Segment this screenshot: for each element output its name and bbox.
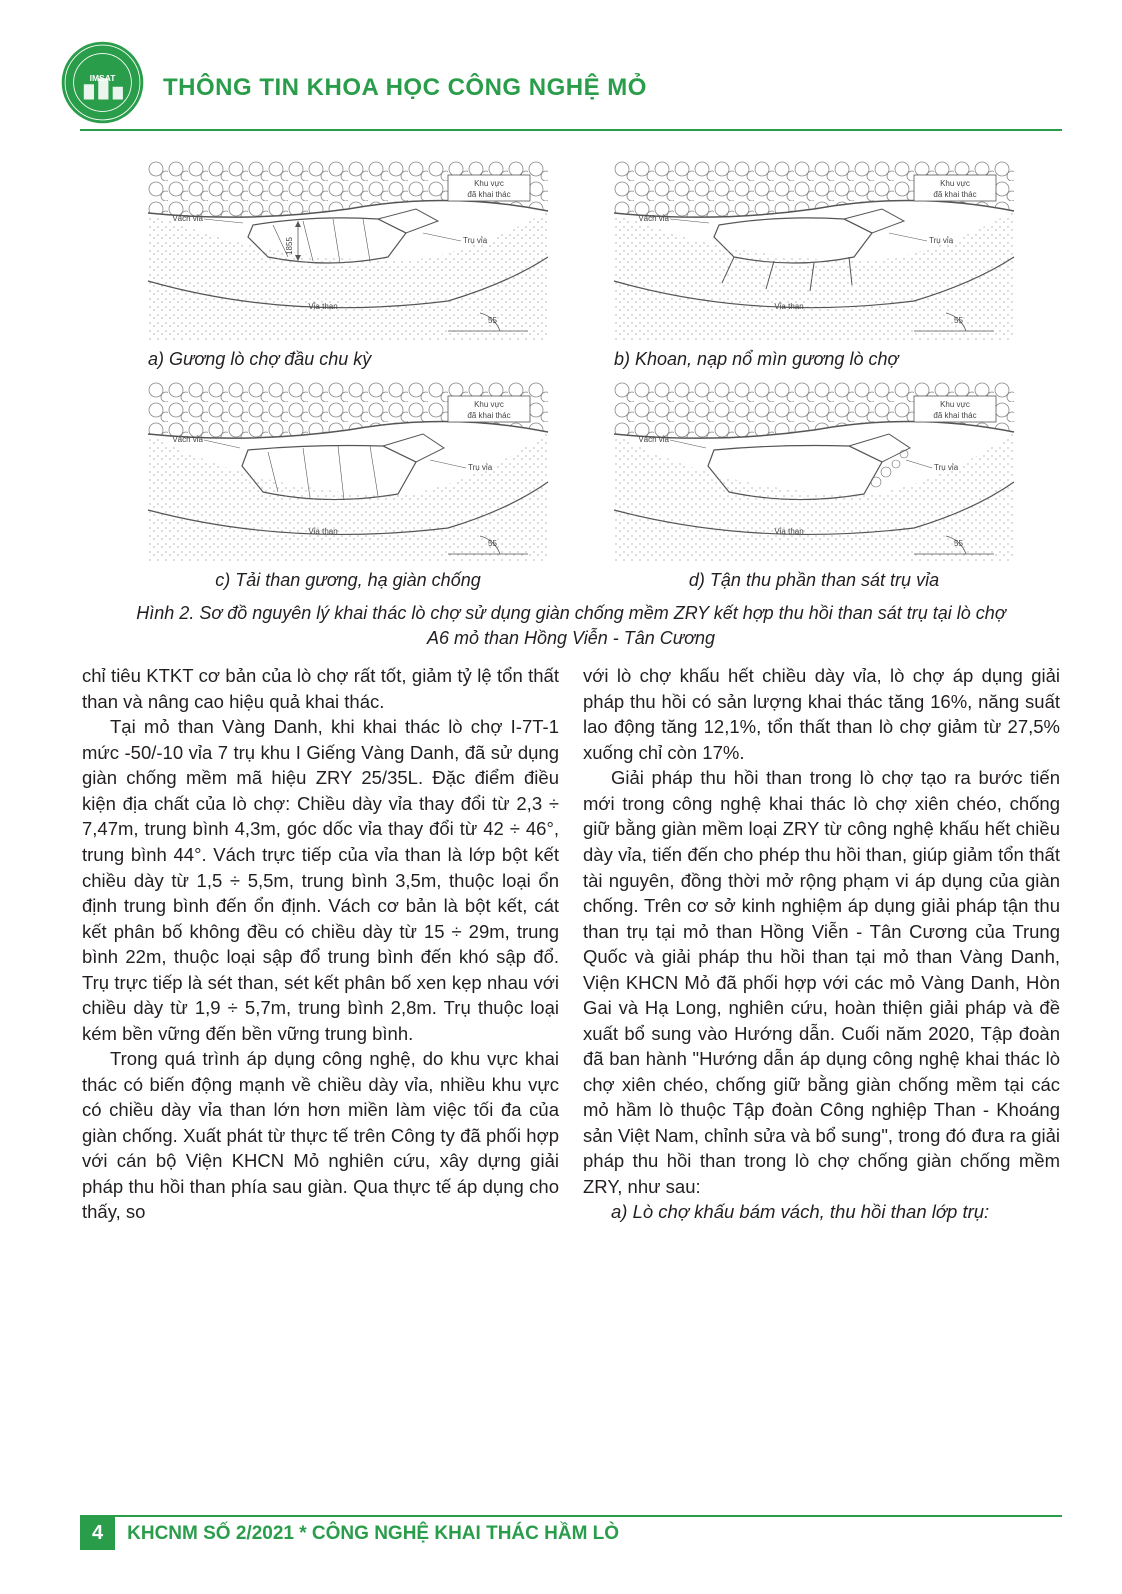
svg-text:55: 55 [488,316,497,325]
figure-grid: Khu vực đã khai thác 1855 [130,161,1032,591]
svg-text:55: 55 [488,539,497,548]
page-header: IMSAT THÔNG TIN KHOA HỌC CÔNG NGHỆ MỎ [80,50,1062,131]
svg-text:Trụ vỉa: Trụ vỉa [463,236,488,245]
body-p1: chỉ tiêu KTKT cơ bản của lò chợ rất tốt,… [82,663,559,714]
svg-text:đã khai thác: đã khai thác [933,190,976,199]
diagram-c: Khu vực đã khai thác Vách vỉa Trụ vỉa V [130,382,566,562]
body-text: chỉ tiêu KTKT cơ bản của lò chợ rất tốt,… [82,663,1060,1224]
page-footer: 4 KHCNM SỐ 2/2021 * CÔNG NGHỆ KHAI THÁC … [80,1515,1062,1550]
svg-text:Vách vỉa: Vách vỉa [172,435,203,444]
svg-text:Vỉa than: Vỉa than [308,302,337,311]
svg-text:Vách vỉa: Vách vỉa [172,214,203,223]
brand-logo: IMSAT [60,40,145,125]
diagram-d: Khu vực đã khai thác Vách vỉa Trụ vỉa V [596,382,1032,562]
svg-text:Vỉa than: Vỉa than [774,302,803,311]
diagram-b: Khu vực đã khai thác Vách vỉa Trụ vỉa V [596,161,1032,341]
svg-text:Vỉa than: Vỉa than [774,527,803,536]
figure-main-caption: Hình 2. Sơ đồ nguyên lý khai thác lò chợ… [130,601,1012,651]
diagram-a: Khu vực đã khai thác 1855 [130,161,566,341]
header-title: THÔNG TIN KHOA HỌC CÔNG NGHỆ MỎ [163,74,647,102]
svg-text:55: 55 [954,539,963,548]
svg-text:Trụ vỉa: Trụ vỉa [929,236,954,245]
figure-cell-a: Khu vực đã khai thác 1855 [130,161,566,370]
figure-cell-d: Khu vực đã khai thác Vách vỉa Trụ vỉa V [596,382,1032,591]
caption-c: c) Tải than gương, hạ giàn chống [130,570,566,591]
svg-text:Khu vực: Khu vực [940,400,970,409]
svg-text:đã khai thác: đã khai thác [467,411,510,420]
body-p4: với lò chợ khấu hết chiều dày vỉa, lò ch… [583,663,1060,765]
svg-text:Khu vực: Khu vực [474,179,504,188]
footer-text: KHCNM SỐ 2/2021 * CÔNG NGHỆ KHAI THÁC HẦ… [127,1523,619,1545]
svg-text:đã khai thác: đã khai thác [933,411,976,420]
caption-b: b) Khoan, nạp nổ mìn gương lò chợ [596,349,1032,370]
svg-text:55: 55 [954,316,963,325]
svg-text:Khu vực: Khu vực [474,400,504,409]
figure-cell-c: Khu vực đã khai thác Vách vỉa Trụ vỉa V [130,382,566,591]
body-p2: Tại mỏ than Vàng Danh, khi khai thác lò … [82,714,559,1046]
figure-cell-b: Khu vực đã khai thác Vách vỉa Trụ vỉa V [596,161,1032,370]
caption-a: a) Gương lò chợ đầu chu kỳ [130,349,566,370]
body-p5: Giải pháp thu hồi than trong lò chợ tạo … [583,765,1060,1199]
caption-d: d) Tận thu phần than sát trụ vỉa [596,570,1032,591]
body-p3: Trong quá trình áp dụng công nghệ, do kh… [82,1046,559,1225]
svg-text:Vách vỉa: Vách vỉa [638,214,669,223]
svg-text:Vỉa than: Vỉa than [308,527,337,536]
body-p6: a) Lò chợ khấu bám vách, thu hồi than lớ… [583,1199,1060,1225]
svg-text:Vách vỉa: Vách vỉa [638,435,669,444]
svg-text:đã khai thác: đã khai thác [467,190,510,199]
page-number: 4 [80,1517,115,1550]
svg-text:Trụ vỉa: Trụ vỉa [468,463,493,472]
svg-text:Trụ vỉa: Trụ vỉa [934,463,959,472]
svg-text:Khu vực: Khu vực [940,179,970,188]
